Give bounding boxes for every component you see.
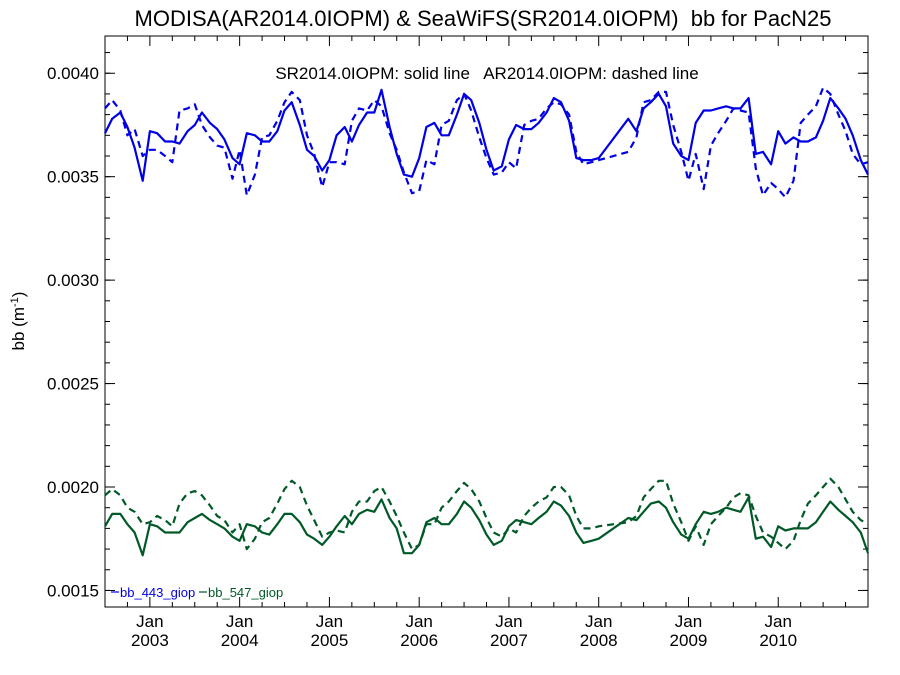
y-tick-label: 0.0020 xyxy=(47,478,99,497)
x-tick-year: 2008 xyxy=(580,631,618,650)
y-tick-label: 0.0040 xyxy=(47,64,99,83)
y-axis-label-main: bb (m xyxy=(9,307,28,350)
y-tick-label: 0.0030 xyxy=(47,271,99,290)
x-tick-year: 2006 xyxy=(400,631,438,650)
y-tick-label: 0.0035 xyxy=(47,168,99,187)
series-line-bb_547_giop-solid xyxy=(104,496,870,557)
x-tick-month: Jan xyxy=(316,612,343,631)
series-line-bb_443_giop-solid xyxy=(104,88,869,182)
x-tick-year: 2007 xyxy=(490,631,528,650)
x-tick-month: Jan xyxy=(585,612,612,631)
x-tick-year: 2003 xyxy=(131,631,169,650)
y-axis-ticks: 0.0015 0.0020 0.0025 0.0030 0.0035 0.0040 xyxy=(47,52,868,600)
legend-label-bb_443_giop: bb_443_giop xyxy=(120,585,195,600)
x-tick-year: 2004 xyxy=(221,631,259,650)
x-tick-year: 2005 xyxy=(310,631,348,650)
x-tick-month: Jan xyxy=(226,612,253,631)
x-tick-year: 2010 xyxy=(759,631,797,650)
y-axis-label-close: ) xyxy=(9,292,28,298)
y-axis-label-superscript: -1 xyxy=(9,297,21,307)
x-tick-year: 2009 xyxy=(670,631,708,650)
line-style-annotation: SR2014.0IOPM: solid line AR2014.0IOPM: d… xyxy=(275,64,698,83)
x-tick-month: Jan xyxy=(495,612,522,631)
x-tick-month: Jan xyxy=(405,612,432,631)
y-axis-label: bb (m-1) xyxy=(9,292,28,351)
legend-label-bb_547_giop: bb_547_giop xyxy=(208,585,283,600)
series-line-bb_547_giop-dashed xyxy=(104,477,869,551)
x-tick-month: Jan xyxy=(136,612,163,631)
series-lines xyxy=(104,86,870,557)
y-tick-label: 0.0015 xyxy=(47,581,99,600)
chart-title: MODISA(AR2014.0IOPM) & SeaWiFS(SR2014.0I… xyxy=(135,6,832,31)
y-tick-label: 0.0025 xyxy=(47,375,99,394)
x-tick-month: Jan xyxy=(765,612,792,631)
x-axis-ticks: Jan2003Jan2004Jan2005Jan2006Jan2007Jan20… xyxy=(104,36,847,650)
series-line-bb_443_giop-dashed xyxy=(104,86,869,199)
legend: bb_443_giop bb_547_giop xyxy=(111,585,283,600)
x-tick-month: Jan xyxy=(675,612,702,631)
